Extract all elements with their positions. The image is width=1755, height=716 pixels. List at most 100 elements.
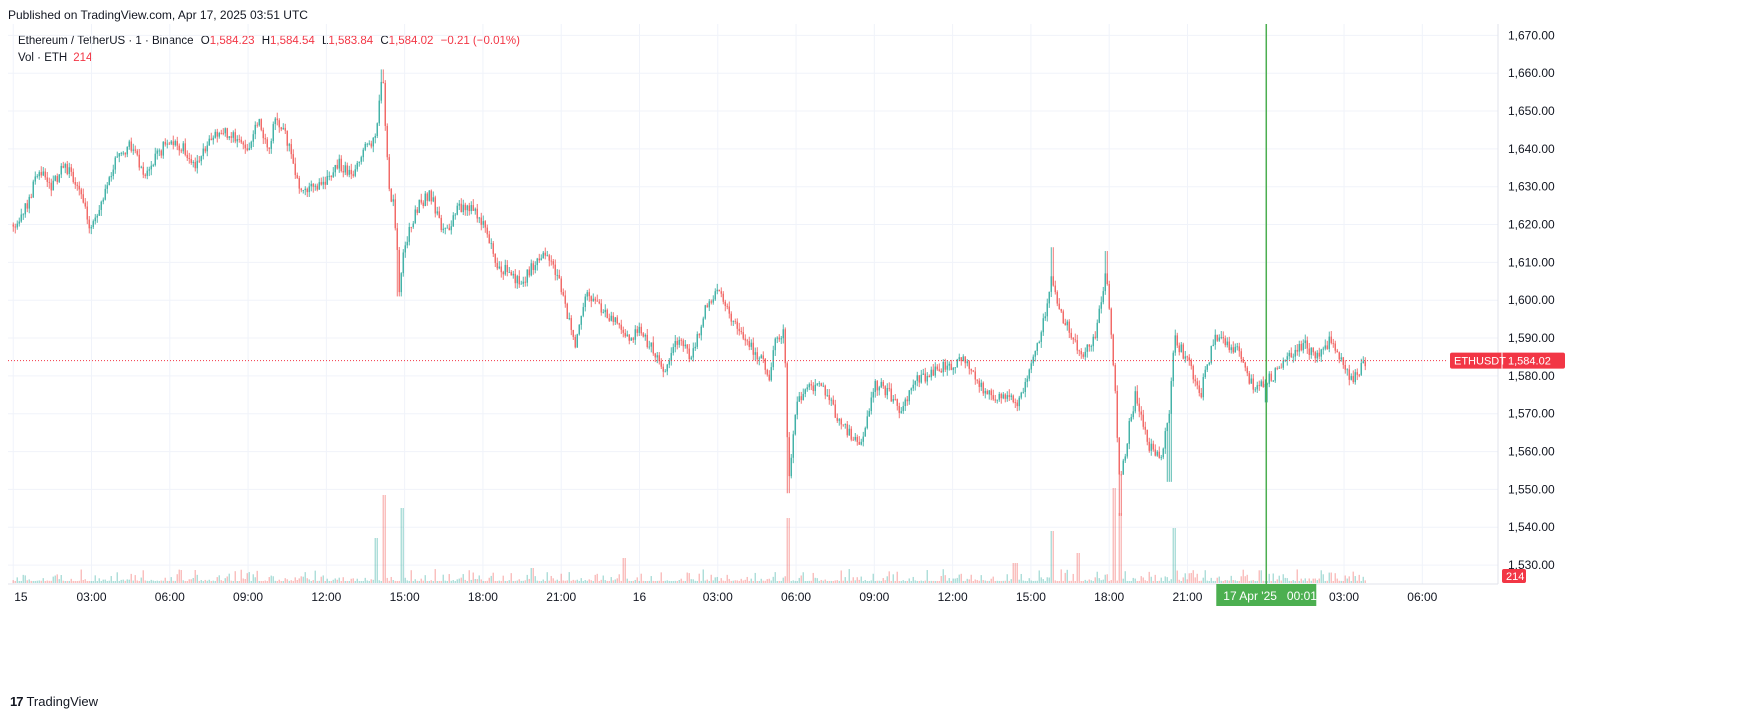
price-axis[interactable]: 1,530.00 1,540.00 1,550.00 1,560.00 1,570.00… xyxy=(1508,28,1555,572)
volume-bar xyxy=(1106,574,1108,583)
volume-bar xyxy=(164,577,166,583)
volume-label[interactable]: Vol · ETH xyxy=(18,52,68,64)
volume-bar xyxy=(462,574,464,583)
candle-body xyxy=(428,190,430,201)
volume-bar xyxy=(1062,580,1064,583)
candle-body xyxy=(556,274,558,276)
candle-body xyxy=(878,387,880,391)
candle-body xyxy=(348,169,350,175)
candle-body xyxy=(340,158,342,171)
volume-bar xyxy=(428,581,430,583)
candle-body xyxy=(92,221,94,228)
volume-bar xyxy=(580,578,582,583)
volume-bar xyxy=(1126,580,1128,583)
candle-body xyxy=(1064,323,1066,326)
volume-bar xyxy=(198,581,200,583)
volume-bar xyxy=(1200,580,1202,583)
volume-bar xyxy=(1362,576,1364,583)
y-tick-label: 1,560.00 xyxy=(1508,445,1555,459)
volume-bar xyxy=(452,580,454,583)
volume-bar xyxy=(618,574,620,583)
volume-bar xyxy=(318,580,320,583)
volume-bar xyxy=(924,580,926,583)
candle-body xyxy=(690,357,692,360)
volume-bar xyxy=(640,573,642,583)
candle-body xyxy=(214,131,216,138)
candle-body xyxy=(616,317,618,324)
volume-bar xyxy=(488,577,490,583)
candle-body xyxy=(1056,292,1058,304)
candle-body xyxy=(352,174,354,176)
volume-bar xyxy=(1146,581,1148,583)
candle-body xyxy=(278,120,280,128)
candle-body xyxy=(396,228,398,250)
candle-body xyxy=(998,393,1000,400)
volume-bar xyxy=(44,580,46,583)
candle-body xyxy=(686,344,688,349)
candle-body xyxy=(1256,385,1258,390)
candle-body xyxy=(30,196,32,198)
candle-body xyxy=(56,176,58,182)
y-tick-label: 1,640.00 xyxy=(1508,142,1555,156)
candle-body xyxy=(934,366,936,376)
symbol-title[interactable]: Ethereum / TetherUS · 1 · Binance xyxy=(18,35,194,47)
volume-bar xyxy=(992,576,994,583)
candle-body xyxy=(858,441,860,445)
candle-body xyxy=(122,152,124,154)
volume-bar xyxy=(734,580,736,583)
candle-body xyxy=(332,172,334,178)
volume-bar xyxy=(316,580,318,583)
volume-bar xyxy=(628,580,630,583)
candle-body xyxy=(550,260,552,262)
candle-body xyxy=(804,389,806,394)
volume-bar xyxy=(1354,576,1356,583)
volume-bar xyxy=(772,576,774,583)
volume-bar xyxy=(582,581,584,583)
time-axis[interactable]: 15 03:00 06:00 09:00 12:00 15:00 18:00 21:00 16 0… xyxy=(14,590,1437,604)
candle-body xyxy=(1102,291,1104,303)
volume-bar xyxy=(1016,563,1018,583)
volume-bar xyxy=(978,580,980,583)
volume-bar xyxy=(678,580,680,583)
candle-body xyxy=(536,258,538,266)
candle-body xyxy=(918,375,920,383)
candle-body xyxy=(698,334,700,336)
volume-bar xyxy=(1174,528,1176,583)
candle-body xyxy=(542,252,544,259)
candle-body xyxy=(584,296,586,308)
volume-bar xyxy=(1122,578,1124,583)
volume-bar xyxy=(1112,488,1114,583)
candle-body xyxy=(862,436,864,442)
candle-body xyxy=(1218,337,1220,341)
footer-branding[interactable]: 17 TradingView xyxy=(10,694,98,709)
y-tick-label: 1,530.00 xyxy=(1508,558,1555,572)
volume-bar xyxy=(32,580,34,583)
volume-bar xyxy=(212,580,214,583)
volume-bar xyxy=(286,579,288,583)
candle-body xyxy=(464,204,466,211)
candle-body xyxy=(372,137,374,147)
candle-body xyxy=(528,269,530,276)
candle-body xyxy=(192,161,194,163)
candle-body xyxy=(500,266,502,273)
candle-body xyxy=(238,139,240,140)
volume-bar xyxy=(824,579,826,583)
candle-body xyxy=(1068,321,1070,333)
volume-bar xyxy=(498,580,500,583)
candle-body xyxy=(16,223,18,228)
candle-body xyxy=(374,136,376,138)
candle-body xyxy=(1058,303,1060,310)
candle-body xyxy=(796,401,798,415)
volume-bar xyxy=(134,575,136,583)
candle-body xyxy=(746,340,748,342)
volume-bar xyxy=(298,578,300,583)
volume-bar xyxy=(1364,580,1366,583)
volume-bar xyxy=(414,579,416,583)
volume-bar xyxy=(66,580,68,583)
volume-bar xyxy=(1340,580,1342,583)
volume-bar xyxy=(288,580,290,583)
price-chart[interactable]: 1,530.00 1,540.00 1,550.00 1,560.00 1,570.00… xyxy=(0,0,1755,690)
candle-body xyxy=(910,388,912,391)
candle-body xyxy=(552,261,554,265)
volume-bar xyxy=(550,575,552,583)
